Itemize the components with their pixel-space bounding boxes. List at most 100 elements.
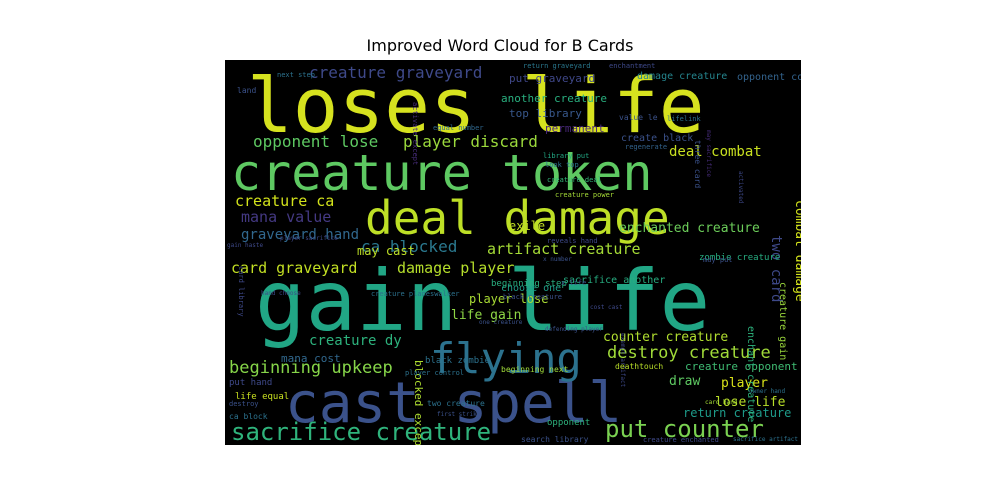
word-gain-haste: gain haste bbox=[227, 242, 264, 249]
word-cast-spell: cast spell bbox=[285, 371, 622, 436]
word-sacrifice-another: sacrifice another bbox=[563, 275, 665, 286]
word-creature-power: creature power bbox=[555, 191, 614, 199]
word-draw: draw bbox=[669, 374, 700, 389]
word-defending-player: defending player bbox=[545, 326, 603, 333]
word-another-creature: another creature bbox=[501, 92, 607, 105]
word-opponent: opponent bbox=[547, 418, 590, 428]
word-exempt-artifact: exempt artifact bbox=[619, 333, 626, 388]
word-top-library: top library bbox=[509, 107, 582, 120]
word-creature-graveyard: creature graveyard bbox=[309, 63, 482, 82]
word-return-creature: return creature bbox=[683, 406, 791, 420]
word-put-hand: put hand bbox=[229, 378, 272, 388]
word-creature-enchanted: creature enchanted bbox=[643, 436, 719, 444]
word-three-card: three card bbox=[693, 140, 702, 188]
word-creature-gain: creature gain bbox=[777, 282, 788, 360]
word-x-number: x number bbox=[543, 256, 572, 263]
word-black-zombie: black zombie bbox=[425, 356, 490, 366]
word-lifelink: lifelink bbox=[667, 115, 702, 123]
word-flying: flying bbox=[430, 334, 582, 383]
word-cloud-panel: loses life creature token deal damage gain … bbox=[225, 60, 801, 445]
word-ca-block: ca block bbox=[229, 412, 268, 421]
word-reveals-hand: reveals hand bbox=[547, 237, 598, 245]
word-ca-blocked: ca blocked bbox=[361, 237, 457, 256]
word-life-gain: life gain bbox=[451, 308, 521, 323]
word-put-counter: put counter bbox=[605, 415, 764, 443]
word-graveyard-hand: graveyard hand bbox=[241, 227, 359, 243]
word-beginning-next: beginning next bbox=[501, 365, 569, 374]
word-enchantment: enchantment bbox=[609, 62, 655, 70]
word-artifact-creature: artifact creature bbox=[487, 240, 641, 258]
word-value-le: value le bbox=[619, 113, 658, 122]
word-mana-value: mana value bbox=[241, 208, 331, 226]
word-cost-cast: cost cast bbox=[590, 304, 623, 311]
word-life-equal: life equal bbox=[235, 392, 289, 402]
word-opponent-lose: opponent lose bbox=[253, 132, 378, 151]
word-may-cast: may cast bbox=[357, 244, 415, 258]
word-player-control: player control bbox=[405, 369, 464, 377]
word-search-library: search library bbox=[521, 435, 589, 444]
word-equal-number: equal number bbox=[433, 124, 484, 132]
word-destroy-creature: destroy creature bbox=[607, 343, 771, 363]
word-card-hand: card hand bbox=[705, 399, 738, 406]
word-player-discard: player discard bbox=[403, 132, 538, 151]
word-x-life: x life bbox=[561, 279, 586, 287]
word-blocked-except: blocked except bbox=[412, 360, 425, 445]
word-two-creature: two creature bbox=[427, 399, 485, 408]
word-player: player bbox=[721, 376, 768, 391]
word-opponent-control: opponent control bbox=[737, 72, 801, 83]
word-counter-creature: counter creature bbox=[603, 330, 728, 345]
word-enchanted-creature: enchanted creature bbox=[619, 221, 760, 236]
word-destroy: destroy bbox=[229, 400, 259, 408]
word-creature-planeswalker: creature planeswalker bbox=[371, 290, 460, 298]
word-next-step: next step bbox=[277, 71, 315, 79]
word-hand-choose: hand choose bbox=[261, 290, 301, 297]
word-choose-one: choose one bbox=[501, 283, 561, 294]
word-sacrifice-creature: sacrifice creature bbox=[231, 418, 491, 445]
word-loses-life: loses life bbox=[247, 61, 705, 150]
word-zombie-creature: zombie creature bbox=[699, 253, 780, 263]
word-beginning-upkeep: beginning upkeep bbox=[229, 358, 393, 378]
word-owner-hand: owner hand bbox=[749, 388, 786, 395]
word-look-top: look top bbox=[545, 161, 579, 169]
word-deal-damage: deal damage bbox=[365, 191, 670, 245]
word-one-creature: one creature bbox=[479, 319, 523, 326]
word-player-lose: player lose bbox=[469, 292, 548, 306]
word-creature-dy: creature dy bbox=[309, 333, 402, 349]
word-exile: exile bbox=[509, 219, 545, 233]
word-two-card: two card bbox=[768, 235, 784, 302]
word-put-graveyard: put graveyard bbox=[509, 72, 595, 85]
word-damage-creature: damage creature bbox=[637, 71, 727, 82]
word-deathtouch: deathtouch bbox=[615, 362, 663, 371]
word-activated: activated bbox=[737, 171, 744, 204]
word-create-black: create black bbox=[621, 133, 693, 144]
word-gain-life: gain life bbox=[255, 252, 710, 350]
word-creature-deal: creature deal bbox=[547, 176, 602, 184]
word-combat-damage: combat damage bbox=[792, 200, 801, 302]
word-mana-cost: mana cost bbox=[281, 352, 341, 365]
chart-title: Improved Word Cloud for B Cards bbox=[366, 36, 634, 55]
word-creature-opponent: creature opponent bbox=[685, 360, 798, 373]
word-enchant-creature: enchant creature bbox=[745, 326, 756, 422]
word-creature-creature: creature creature bbox=[799, 170, 801, 283]
word-damage-player: damage player bbox=[397, 259, 514, 277]
word-deal-combat: deal combat bbox=[669, 144, 762, 160]
word-activate-except: activate except bbox=[411, 102, 419, 165]
word-card-library: card library bbox=[237, 266, 245, 317]
word-beginning-step: beginning step bbox=[491, 279, 567, 289]
word-lose-life: lose life bbox=[715, 395, 786, 410]
word-library-put: library put bbox=[543, 152, 589, 160]
word-land: land bbox=[237, 86, 256, 95]
word-black-creature: black creature bbox=[503, 293, 562, 301]
word-permanent: permanent bbox=[545, 122, 605, 135]
word-may-put: may put bbox=[703, 256, 733, 264]
word-sacrifice-artifact: sacrifice artifact bbox=[733, 436, 798, 443]
word-card-graveyard: card graveyard bbox=[231, 259, 357, 277]
word-may-sacrifice: may sacrifice bbox=[705, 130, 712, 177]
word-first-strike: first strike bbox=[437, 411, 481, 418]
word-player-sacrifice: player sacrifice bbox=[280, 235, 338, 242]
word-creature-token: creature token bbox=[231, 144, 652, 202]
word-creature-ca: creature ca bbox=[235, 192, 334, 210]
word-return-graveyard: return graveyard bbox=[523, 62, 590, 70]
word-regenerate: regenerate bbox=[625, 143, 667, 151]
